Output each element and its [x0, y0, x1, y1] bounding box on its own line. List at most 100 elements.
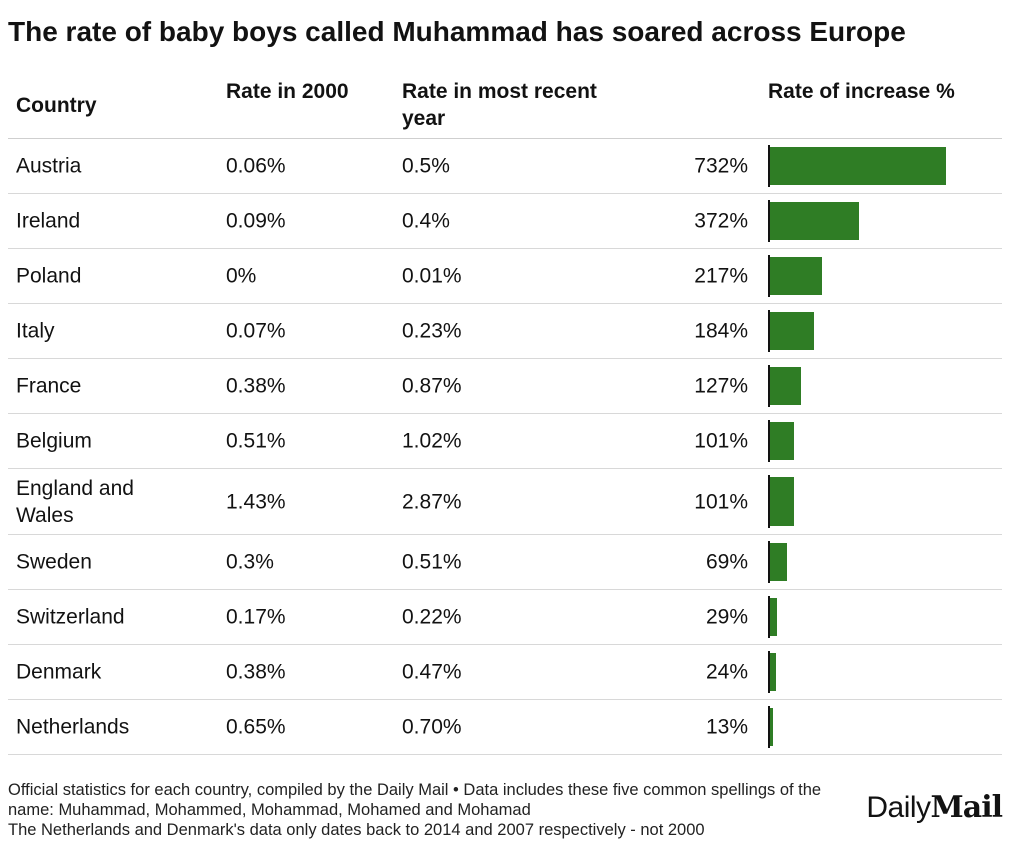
- increase-label: 69%: [705, 550, 748, 574]
- bar-area: [768, 249, 998, 303]
- rate-recent-value: 0.51%: [402, 550, 462, 574]
- table-row: Netherlands 0.65% 0.70% 13%: [8, 700, 1002, 755]
- rate-2000-value: 0%: [226, 264, 257, 288]
- logo-mail: Mail: [930, 790, 1003, 825]
- bar-area: [768, 535, 998, 589]
- bar-area: [768, 139, 998, 193]
- increase-label: 101%: [694, 429, 748, 453]
- increase-bar: [770, 312, 815, 350]
- increase-label: 24%: [705, 660, 748, 684]
- rate-2000-value: 0.38%: [226, 660, 286, 684]
- logo-daily: Daily: [866, 791, 931, 824]
- table-row: Austria 0.06% 0.5% 732%: [8, 139, 1002, 194]
- bar-axis-line: [768, 310, 770, 352]
- increase-bar: [770, 543, 787, 581]
- table-row: Poland 0% 0.01% 217%: [8, 249, 1002, 304]
- increase-label: 101%: [694, 490, 748, 513]
- increase-bar: [770, 202, 860, 240]
- bar-area: [768, 304, 998, 358]
- table-row: England and Wales 1.43% 2.87% 101%: [8, 469, 1002, 535]
- country-label: Ireland: [16, 209, 81, 233]
- table-row: Ireland 0.09% 0.4% 372%: [8, 194, 1002, 249]
- rate-2000-value: 0.07%: [226, 319, 286, 343]
- increase-bar: [770, 653, 776, 691]
- bar-axis-line: [768, 145, 770, 187]
- increase-label: 13%: [705, 715, 748, 739]
- country-label: Netherlands: [16, 715, 130, 739]
- bar-area: [768, 469, 998, 534]
- rate-recent-value: 0.22%: [402, 605, 462, 629]
- increase-bar: [770, 147, 946, 185]
- rate-recent-value: 0.4%: [402, 209, 450, 233]
- bar-axis-line: [768, 541, 770, 583]
- bar-axis-line: [768, 420, 770, 462]
- bar-axis-line: [768, 706, 770, 748]
- increase-label: 372%: [694, 209, 748, 233]
- bar-area: [768, 645, 998, 699]
- rate-recent-value: 2.87%: [402, 490, 462, 513]
- rate-2000-value: 0.17%: [226, 605, 286, 629]
- chart-title: The rate of baby boys called Muhammad ha…: [8, 16, 906, 47]
- country-label: Switzerland: [16, 605, 125, 629]
- country-label: Denmark: [16, 660, 102, 684]
- table-row: Denmark 0.38% 0.47% 24%: [8, 645, 1002, 700]
- rate-recent-value: 0.5%: [402, 154, 450, 178]
- rate-2000-value: 0.3%: [226, 550, 274, 574]
- bar-area: [768, 590, 998, 644]
- rate-2000-value: 1.43%: [226, 490, 286, 513]
- bar-axis-line: [768, 255, 770, 297]
- bar-area: [768, 359, 998, 413]
- daily-mail-logo: DailyMail: [866, 790, 1003, 825]
- increase-label: 217%: [694, 264, 748, 288]
- country-label: England and Wales: [16, 476, 134, 527]
- increase-bar: [770, 477, 795, 526]
- increase-bar: [770, 367, 801, 405]
- country-label: Poland: [16, 264, 82, 288]
- footnote-source: Official statistics for each country, co…: [8, 781, 822, 819]
- table-row: Switzerland 0.17% 0.22% 29%: [8, 590, 1002, 645]
- bar-area: [768, 194, 998, 248]
- rate-recent-value: 0.23%: [402, 319, 462, 343]
- header-rate-recent: Rate in most recent year: [402, 80, 597, 130]
- increase-bar: [770, 257, 823, 295]
- data-table: Country Rate in 2000 Rate in most recent…: [8, 76, 1002, 755]
- bar-axis-line: [768, 365, 770, 407]
- increase-label: 29%: [705, 605, 748, 629]
- increase-bar: [770, 598, 777, 636]
- rate-2000-value: 0.65%: [226, 715, 286, 739]
- bar-axis-line: [768, 651, 770, 693]
- table-header: Country Rate in 2000 Rate in most recent…: [8, 76, 1002, 139]
- country-label: France: [16, 374, 82, 398]
- increase-label: 732%: [694, 154, 748, 178]
- rate-2000-value: 0.38%: [226, 374, 286, 398]
- header-rate-increase: Rate of increase %: [768, 80, 955, 103]
- increase-label: 184%: [694, 319, 748, 343]
- bar-axis-line: [768, 475, 770, 528]
- bar-area: [768, 700, 998, 754]
- rate-recent-value: 1.02%: [402, 429, 462, 453]
- rate-recent-value: 0.01%: [402, 264, 462, 288]
- rate-recent-value: 0.70%: [402, 715, 462, 739]
- table-body: Austria 0.06% 0.5% 732% Ireland 0.09% 0.4% 372%…: [8, 139, 1002, 755]
- rate-2000-value: 0.06%: [226, 154, 286, 178]
- increase-bar: [770, 708, 774, 746]
- footnotes: Official statistics for each country, co…: [8, 780, 848, 840]
- bar-area: [768, 414, 998, 468]
- footnote-netherlands-denmark: The Netherlands and Denmark's data only …: [8, 821, 705, 839]
- increase-label: 127%: [694, 374, 748, 398]
- country-label: Belgium: [16, 429, 92, 453]
- country-label: Sweden: [16, 550, 92, 574]
- country-label: Austria: [16, 154, 82, 178]
- bar-axis-line: [768, 596, 770, 638]
- table-row: France 0.38% 0.87% 127%: [8, 359, 1002, 414]
- rate-recent-value: 0.87%: [402, 374, 462, 398]
- rate-2000-value: 0.09%: [226, 209, 286, 233]
- increase-bar: [770, 422, 795, 460]
- rate-recent-value: 0.47%: [402, 660, 462, 684]
- table-row: Belgium 0.51% 1.02% 101%: [8, 414, 1002, 469]
- header-country: Country: [16, 94, 97, 117]
- header-rate-2000: Rate in 2000: [226, 80, 349, 103]
- table-row: Sweden 0.3% 0.51% 69%: [8, 535, 1002, 590]
- country-label: Italy: [16, 319, 55, 343]
- table-row: Italy 0.07% 0.23% 184%: [8, 304, 1002, 359]
